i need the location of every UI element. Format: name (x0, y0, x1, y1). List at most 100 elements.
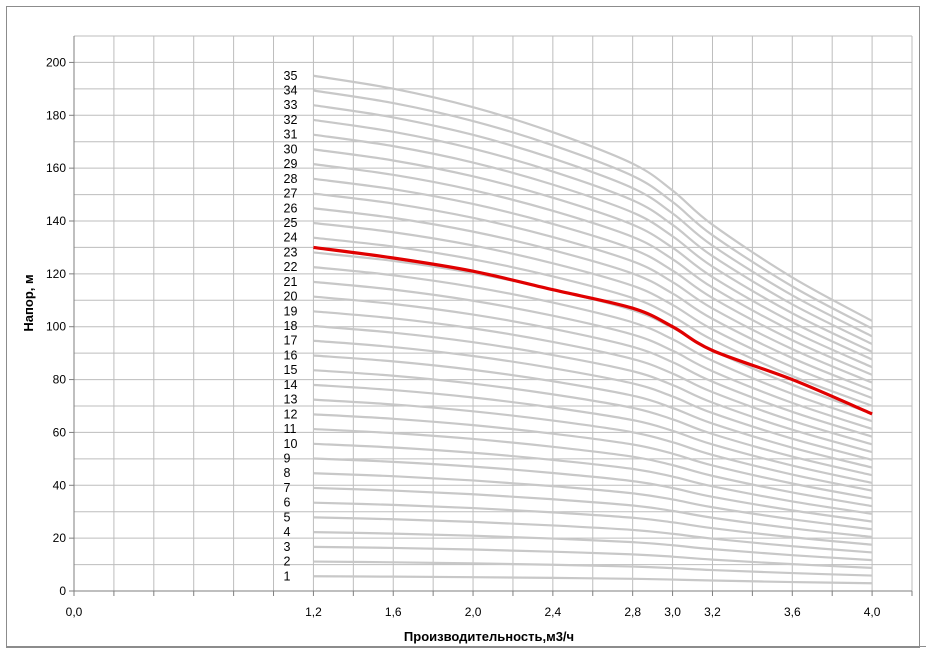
x-tick-label: 1,6 (385, 605, 402, 619)
stage-number-label: 27 (284, 187, 298, 201)
stage-number-label: 23 (284, 245, 298, 259)
x-tick-label: 1,2 (305, 605, 322, 619)
stage-number-label: 13 (284, 393, 298, 407)
stage-number-label: 30 (284, 142, 298, 156)
stage-curve-13 (313, 398, 873, 492)
y-tick-labels: 0 20 40 60 80 100 120 140 160 180 200 (46, 55, 66, 598)
stage-curve-9 (313, 457, 873, 523)
stage-curve-1 (313, 575, 873, 585)
stage-curve-33 (313, 104, 873, 338)
x-tick-label: 2,0 (465, 605, 482, 619)
stage-number-label: 10 (284, 437, 298, 451)
stage-curve-3 (313, 545, 873, 569)
stage-number-label: 28 (284, 172, 298, 186)
x-tick-label: 0,0 (66, 605, 83, 619)
grid (74, 35, 913, 591)
stage-number-label: 33 (284, 98, 298, 112)
x-tick-label: 3,6 (784, 605, 801, 619)
chart-frame: 0 20 40 60 80 100 120 140 160 180 200 0,0 1,2 1,6 2,0… (6, 6, 920, 648)
stage-number-label: 20 (284, 290, 298, 304)
stage-number-label: 31 (284, 128, 298, 142)
stage-curve-5 (313, 516, 873, 554)
x-tick-label: 4,0 (864, 605, 881, 619)
x-tick-label: 2,4 (545, 605, 562, 619)
stage-number-label: 22 (284, 260, 298, 274)
x-tick-label: 3,0 (664, 605, 681, 619)
x-tick-label: 2,8 (624, 605, 641, 619)
stage-number-label: 26 (284, 201, 298, 215)
axes (69, 36, 913, 596)
stage-curve-12 (313, 413, 873, 500)
highlighted-curve-group (313, 245, 873, 416)
stage-number-label: 19 (284, 304, 298, 318)
y-tick-label: 200 (46, 55, 66, 69)
stage-number-label: 6 (284, 496, 291, 510)
stage-number-label: 32 (284, 113, 298, 127)
stage-number-label: 25 (284, 216, 298, 230)
stage-number-label: 2 (284, 555, 291, 569)
stage-curve-8 (313, 472, 873, 531)
stage-curve-24 (313, 236, 873, 407)
stage-number-label: 12 (284, 407, 298, 421)
y-tick-label: 160 (46, 161, 66, 175)
stage-curves (313, 74, 873, 585)
stage-curve-18 (313, 324, 873, 454)
y-tick-label: 120 (46, 267, 66, 281)
stage-curve-14 (313, 383, 873, 485)
stage-curve-31 (313, 133, 873, 353)
stage-number-label: 11 (284, 422, 297, 436)
stage-number-label: 14 (284, 378, 298, 392)
stage-curve-26 (313, 207, 873, 392)
stage-number-label: 15 (284, 363, 298, 377)
stage-number-label: 35 (284, 69, 298, 83)
stage-number-label: 16 (284, 348, 298, 362)
stage-number-label: 34 (284, 83, 298, 97)
stage-curve-20 (313, 295, 873, 438)
stage-curve-23 (313, 251, 873, 415)
x-tick-label: 3,2 (704, 605, 721, 619)
stage-curve-19 (313, 310, 873, 446)
stage-curve-25 (313, 221, 873, 400)
y-tick-label: 180 (46, 108, 66, 122)
stage-curve-4 (313, 531, 873, 562)
stage-number-label: 7 (284, 481, 291, 495)
stage-curve-32 (313, 118, 873, 346)
stage-curve-28 (313, 177, 873, 376)
stage-number-label: 9 (284, 452, 291, 466)
y-tick-label: 20 (53, 531, 67, 545)
stage-curve-22 (313, 266, 873, 423)
stage-curve-7 (313, 486, 873, 539)
y-tick-label: 80 (53, 373, 67, 387)
y-tick-label: 140 (46, 214, 66, 228)
stage-number-label: 3 (284, 540, 291, 554)
y-axis-title: Напор, м (21, 274, 36, 331)
stage-curve-16 (313, 354, 873, 469)
stage-number-label: 1 (284, 569, 291, 583)
stage-number-label: 4 (284, 525, 291, 539)
y-tick-label: 100 (46, 320, 66, 334)
x-axis-title: Производительность,м3/ч (404, 629, 574, 644)
stage-curve-11 (313, 427, 873, 508)
stage-curve-15 (313, 369, 873, 477)
highlighted-curve-23 (313, 245, 873, 416)
x-tick-labels: 0,0 1,2 1,6 2,0 2,4 2,8 3,0 3,2 3,6 4,0 (66, 605, 881, 619)
stage-number-label: 17 (284, 334, 298, 348)
stage-curve-21 (313, 280, 873, 430)
stage-number-labels: 1234567891011121314151617181920212223242… (284, 69, 298, 584)
footer-separator (6, 646, 926, 653)
y-tick-label: 60 (53, 425, 67, 439)
stage-number-label: 29 (284, 157, 298, 171)
stage-curve-29 (313, 163, 873, 369)
stage-number-label: 8 (284, 466, 291, 480)
stage-curve-34 (313, 89, 873, 330)
y-tick-label: 0 (59, 584, 66, 598)
stage-curve-17 (313, 339, 873, 461)
stage-curve-27 (313, 192, 873, 384)
stage-number-label: 18 (284, 319, 298, 333)
stage-curve-6 (313, 501, 873, 546)
stage-number-label: 5 (284, 510, 291, 524)
stage-number-label: 24 (284, 231, 298, 245)
y-tick-label: 40 (53, 478, 67, 492)
stage-number-label: 21 (284, 275, 298, 289)
